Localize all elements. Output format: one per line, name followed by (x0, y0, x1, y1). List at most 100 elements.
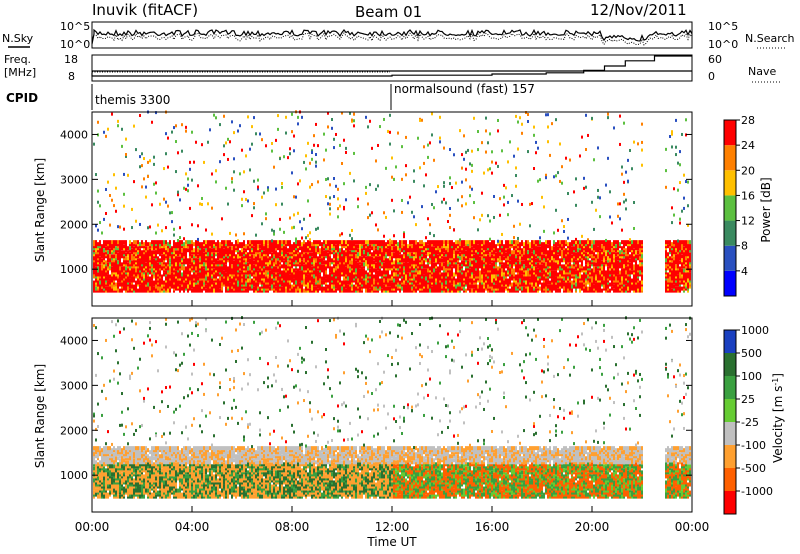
range-cell (251, 248, 253, 253)
range-cell (349, 233, 351, 237)
range-cell (279, 280, 281, 285)
range-cell (209, 256, 211, 261)
range-cell (149, 225, 151, 229)
range-cell (249, 260, 251, 265)
range-cell (381, 276, 383, 281)
range-cell (335, 184, 337, 188)
range-cell (171, 260, 173, 265)
range-cell (203, 258, 205, 263)
range-cell (367, 202, 369, 206)
range-cell (215, 250, 217, 255)
range-cell (229, 254, 231, 259)
range-cell (423, 252, 425, 257)
range-cell (383, 250, 385, 255)
range-cell (285, 284, 287, 289)
range-cell (419, 288, 421, 293)
range-cell (219, 160, 221, 164)
range-cell (233, 280, 235, 285)
range-cell (173, 244, 175, 249)
range-cell (191, 264, 193, 269)
range-cell (113, 276, 115, 281)
range-cell (409, 252, 411, 257)
range-cell (417, 280, 419, 285)
range-cell (137, 276, 139, 281)
range-cell (511, 258, 513, 263)
range-cell (183, 250, 185, 255)
range-cell (477, 262, 479, 267)
range-cell (235, 282, 237, 287)
range-cell (97, 288, 99, 293)
range-cell (403, 276, 405, 281)
range-cell (235, 254, 237, 259)
range-cell (307, 244, 309, 249)
range-cell (187, 258, 189, 263)
range-cell (175, 260, 177, 265)
range-cell (433, 242, 435, 247)
range-cell (331, 288, 333, 293)
range-cell (349, 250, 351, 255)
range-cell (497, 256, 499, 261)
range-cell (427, 268, 429, 273)
range-cell (337, 286, 339, 291)
range-cell (491, 286, 493, 291)
range-cell (235, 248, 237, 253)
range-cell (275, 270, 277, 275)
range-cell (499, 242, 501, 247)
range-cell (285, 250, 287, 255)
range-cell (267, 264, 269, 269)
range-cell (375, 242, 377, 247)
range-cell (131, 207, 133, 211)
range-cell (471, 266, 473, 271)
range-cell (403, 242, 405, 247)
range-cell (307, 284, 309, 289)
range-cell (261, 262, 263, 267)
range-cell (191, 244, 193, 249)
range-cell (161, 240, 163, 245)
range-cell (439, 252, 441, 257)
freq-tick-bottom: 8 (68, 70, 75, 83)
range-cell (321, 242, 323, 247)
range-cell (279, 227, 281, 231)
range-cell (291, 258, 293, 263)
range-cell (177, 238, 179, 242)
range-cell (321, 254, 323, 259)
range-cell (409, 266, 411, 271)
range-cell (189, 280, 191, 285)
range-cell (493, 215, 495, 219)
range-cell (299, 288, 301, 293)
range-cell (353, 288, 355, 293)
range-cell (221, 286, 223, 291)
range-cell (303, 268, 305, 273)
range-cell (157, 286, 159, 291)
range-cell (385, 256, 387, 261)
range-cell (339, 274, 341, 279)
range-cell (213, 113, 215, 117)
range-cell (505, 248, 507, 253)
range-cell (151, 276, 153, 281)
range-cell (507, 284, 509, 289)
range-cell (289, 268, 291, 273)
range-cell (353, 264, 355, 269)
range-cell (157, 246, 159, 251)
range-cell (113, 264, 115, 269)
range-cell (503, 276, 505, 281)
range-cell (483, 252, 485, 257)
range-cell (165, 272, 167, 277)
range-cell (351, 276, 353, 281)
range-cell (249, 262, 251, 267)
range-cell (233, 252, 235, 257)
range-cell (335, 258, 337, 263)
range-cell (143, 254, 145, 259)
range-cell (509, 266, 511, 271)
range-cell (111, 278, 113, 283)
range-cell (451, 242, 453, 247)
range-cell (221, 252, 223, 257)
range-cell (229, 240, 231, 245)
range-cell (415, 270, 417, 275)
range-cell (303, 217, 305, 221)
range-cell (239, 124, 241, 128)
range-cell (335, 268, 337, 273)
range-cell (299, 270, 301, 275)
range-cell (269, 264, 271, 269)
range-cell (449, 284, 451, 289)
